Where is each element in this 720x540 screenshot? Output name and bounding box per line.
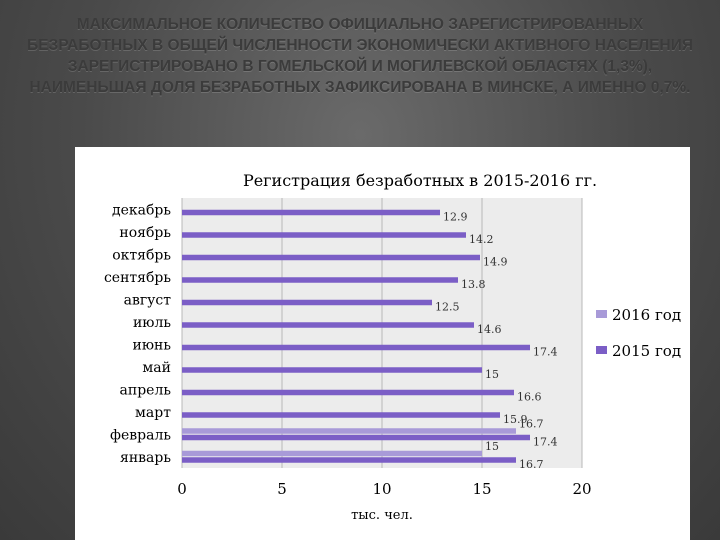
x-tick-label: 5 (277, 480, 287, 498)
category-label: август (124, 292, 172, 308)
data-labels: 16.7 15 12.914.2 14.9 13.812.5 14.6 17.4 15 16.6… (435, 210, 558, 471)
data-label: 16.7 (519, 458, 544, 471)
x-tick-label: 20 (572, 480, 591, 498)
bar-2015 (182, 322, 474, 328)
unemployment-bar-chart: Регистрация безработных в 2015-2016 гг. … (104, 171, 681, 523)
data-label: 17.4 (533, 435, 558, 448)
bar-2015 (182, 457, 516, 463)
data-label: 14.9 (483, 255, 508, 268)
category-label: июль (133, 315, 171, 331)
bar-2015 (182, 254, 480, 261)
x-tick-labels: 0 5 10 15 20 (177, 480, 591, 498)
data-label: 16.6 (517, 390, 542, 403)
data-label: 17.4 (533, 345, 558, 358)
bar-2016 (182, 450, 482, 457)
category-label: декабрь (112, 202, 171, 218)
legend-label: 2015 год (612, 342, 681, 360)
bar-2015 (182, 344, 530, 351)
data-label: 14.6 (477, 323, 502, 336)
data-label: 12.9 (443, 210, 468, 223)
bar-2015 (182, 389, 514, 396)
legend: 2016 год 2015 год (596, 306, 681, 360)
legend-swatch (596, 310, 607, 318)
bar-2015 (182, 232, 466, 238)
category-label: октябрь (112, 247, 171, 263)
legend-swatch (596, 346, 607, 354)
data-label: 14.2 (469, 233, 494, 246)
x-axis-title: тыс. чел. (351, 508, 413, 523)
bar-2015 (182, 367, 482, 373)
x-tick-label: 10 (372, 480, 391, 498)
data-label: 15 (485, 440, 499, 453)
bar-2016 (182, 428, 516, 434)
bar-2015 (182, 299, 432, 306)
category-label: май (142, 360, 171, 376)
data-label: 12.5 (435, 300, 460, 313)
x-tick-label: 0 (177, 480, 187, 498)
category-label: июнь (133, 337, 172, 353)
chart-title: Регистрация безработных в 2015-2016 гг. (243, 171, 597, 190)
x-tick-label: 15 (472, 480, 491, 498)
category-labels: декабрь ноябрь октябрь сентябрь август июль ию… (104, 202, 171, 466)
category-label: февраль (110, 427, 171, 443)
data-label: 15 (485, 368, 499, 381)
category-label: апрель (120, 382, 172, 398)
bar-2015 (182, 277, 458, 283)
data-label: 16.7 (519, 417, 544, 430)
legend-label: 2016 год (612, 306, 681, 324)
bar-2015 (182, 209, 440, 216)
category-label: ноябрь (119, 225, 171, 241)
data-label: 13.8 (461, 278, 486, 291)
bars (182, 209, 530, 463)
category-label: январь (120, 450, 171, 466)
category-label: март (135, 405, 171, 421)
gridlines (181, 198, 583, 468)
slide-heading: МАКСИМАЛЬНОЕ КОЛИЧЕСТВО ОФИЦИАЛЬНО ЗАРЕГ… (27, 16, 693, 96)
bar-2015 (182, 412, 500, 418)
category-label: сентябрь (104, 270, 171, 286)
chart-card: Регистрация безработных в 2015-2016 гг. … (75, 147, 690, 540)
data-label: 15.9 (503, 413, 528, 426)
bar-2015 (182, 434, 530, 441)
